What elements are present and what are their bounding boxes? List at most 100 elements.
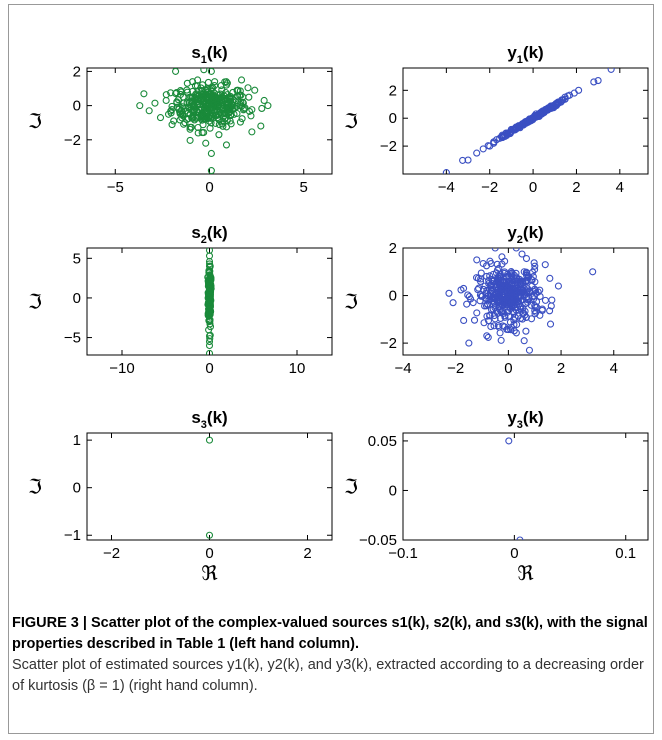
scatter-panel-s3k: s3(k) −2 0 2 −1 0 1 ℑ ℜ (28, 408, 333, 585)
y-tick-label: 0 (73, 98, 81, 115)
data-point (520, 337, 528, 345)
caption-body: Scatter plot of estimated sources y1(k),… (12, 657, 644, 694)
data-point (206, 335, 214, 343)
data-point (491, 248, 499, 252)
data-point (162, 96, 170, 105)
data-point (531, 310, 539, 318)
x-tick-label: 2 (557, 360, 565, 377)
data-point (205, 317, 213, 325)
data-point (512, 269, 520, 277)
data-point (512, 125, 520, 133)
data-point (522, 327, 530, 335)
data-point (168, 121, 176, 129)
x-tick-label: 4 (616, 179, 624, 196)
data-point (205, 341, 214, 350)
plot-area (402, 432, 649, 541)
y-axis-label: ℑ (28, 290, 42, 314)
data-point (251, 86, 259, 94)
data-point (487, 322, 495, 331)
data-point (505, 299, 513, 307)
data-point (173, 89, 181, 97)
data-point (445, 289, 453, 297)
data-point (486, 311, 494, 319)
x-tick-label: 2 (572, 179, 580, 196)
data-point (531, 278, 539, 286)
y-tick-label: −2 (380, 335, 397, 352)
data-point (168, 102, 176, 110)
data-point (205, 332, 214, 340)
data-point (531, 262, 539, 270)
data-point (222, 78, 230, 86)
data-point (473, 149, 481, 157)
data-point (202, 87, 210, 95)
x-tick-label: −2 (481, 179, 498, 196)
y-axis-label: ℑ (28, 109, 42, 133)
data-point (507, 286, 515, 294)
data-point (546, 320, 555, 328)
data-point (205, 257, 214, 266)
x-tick-label: 0 (205, 545, 213, 562)
data-point (496, 329, 504, 337)
data-point (554, 282, 562, 290)
data-point (498, 307, 506, 315)
data-point (145, 107, 153, 115)
data-point (210, 94, 218, 103)
data-point (193, 107, 201, 115)
data-point (486, 257, 494, 265)
data-point (264, 102, 272, 110)
data-point (531, 301, 539, 310)
data-point (594, 77, 602, 85)
data-point (248, 128, 256, 136)
data-point (194, 129, 202, 137)
data-point (516, 536, 524, 540)
data-point (490, 298, 498, 306)
data-point (522, 268, 530, 276)
y-axis-label: ℑ (28, 475, 42, 499)
data-point (173, 98, 181, 106)
data-point (473, 309, 481, 317)
data-point (513, 320, 521, 329)
data-point (188, 87, 197, 95)
data-point (223, 117, 231, 125)
data-point (177, 88, 185, 96)
data-point (214, 102, 222, 110)
data-point (207, 114, 215, 122)
data-point (503, 281, 511, 289)
data-point (480, 285, 488, 293)
data-point (207, 167, 215, 174)
data-point (477, 277, 485, 286)
data-point (228, 101, 237, 109)
data-point (208, 91, 216, 99)
data-point (531, 307, 539, 315)
data-point (219, 96, 227, 104)
data-point (489, 305, 497, 313)
data-point (205, 298, 214, 306)
x-tick-label: −5 (107, 179, 124, 196)
data-point (491, 315, 499, 323)
data-point (508, 281, 516, 289)
scatter-panel-y1k: y1(k) −4 −2 0 2 4 −2 0 2 ℑ (344, 43, 649, 196)
data-point (198, 105, 206, 113)
data-point (489, 270, 497, 278)
data-point (483, 332, 491, 340)
data-point (481, 294, 489, 302)
data-point (460, 284, 468, 292)
panel-title: s3(k) (191, 408, 227, 431)
data-point (202, 139, 210, 147)
y-tick-label: 0 (73, 480, 81, 497)
data-point (236, 118, 244, 126)
y-tick-label: 2 (389, 240, 397, 257)
data-point (520, 309, 528, 317)
data-point (518, 121, 526, 129)
data-point (151, 99, 159, 107)
data-point (222, 81, 231, 89)
x-tick-label: 0 (205, 179, 213, 196)
y-tick-label: 0.05 (368, 433, 397, 450)
data-point (472, 274, 481, 282)
data-point (257, 122, 265, 130)
data-point (484, 301, 492, 309)
y-tick-label: 0 (389, 288, 397, 305)
x-tick-label: −10 (109, 360, 134, 377)
caption-heading: FIGURE 3 | Scatter plot of the complex-v… (12, 615, 648, 652)
x-tick-label: −0.1 (388, 545, 418, 562)
